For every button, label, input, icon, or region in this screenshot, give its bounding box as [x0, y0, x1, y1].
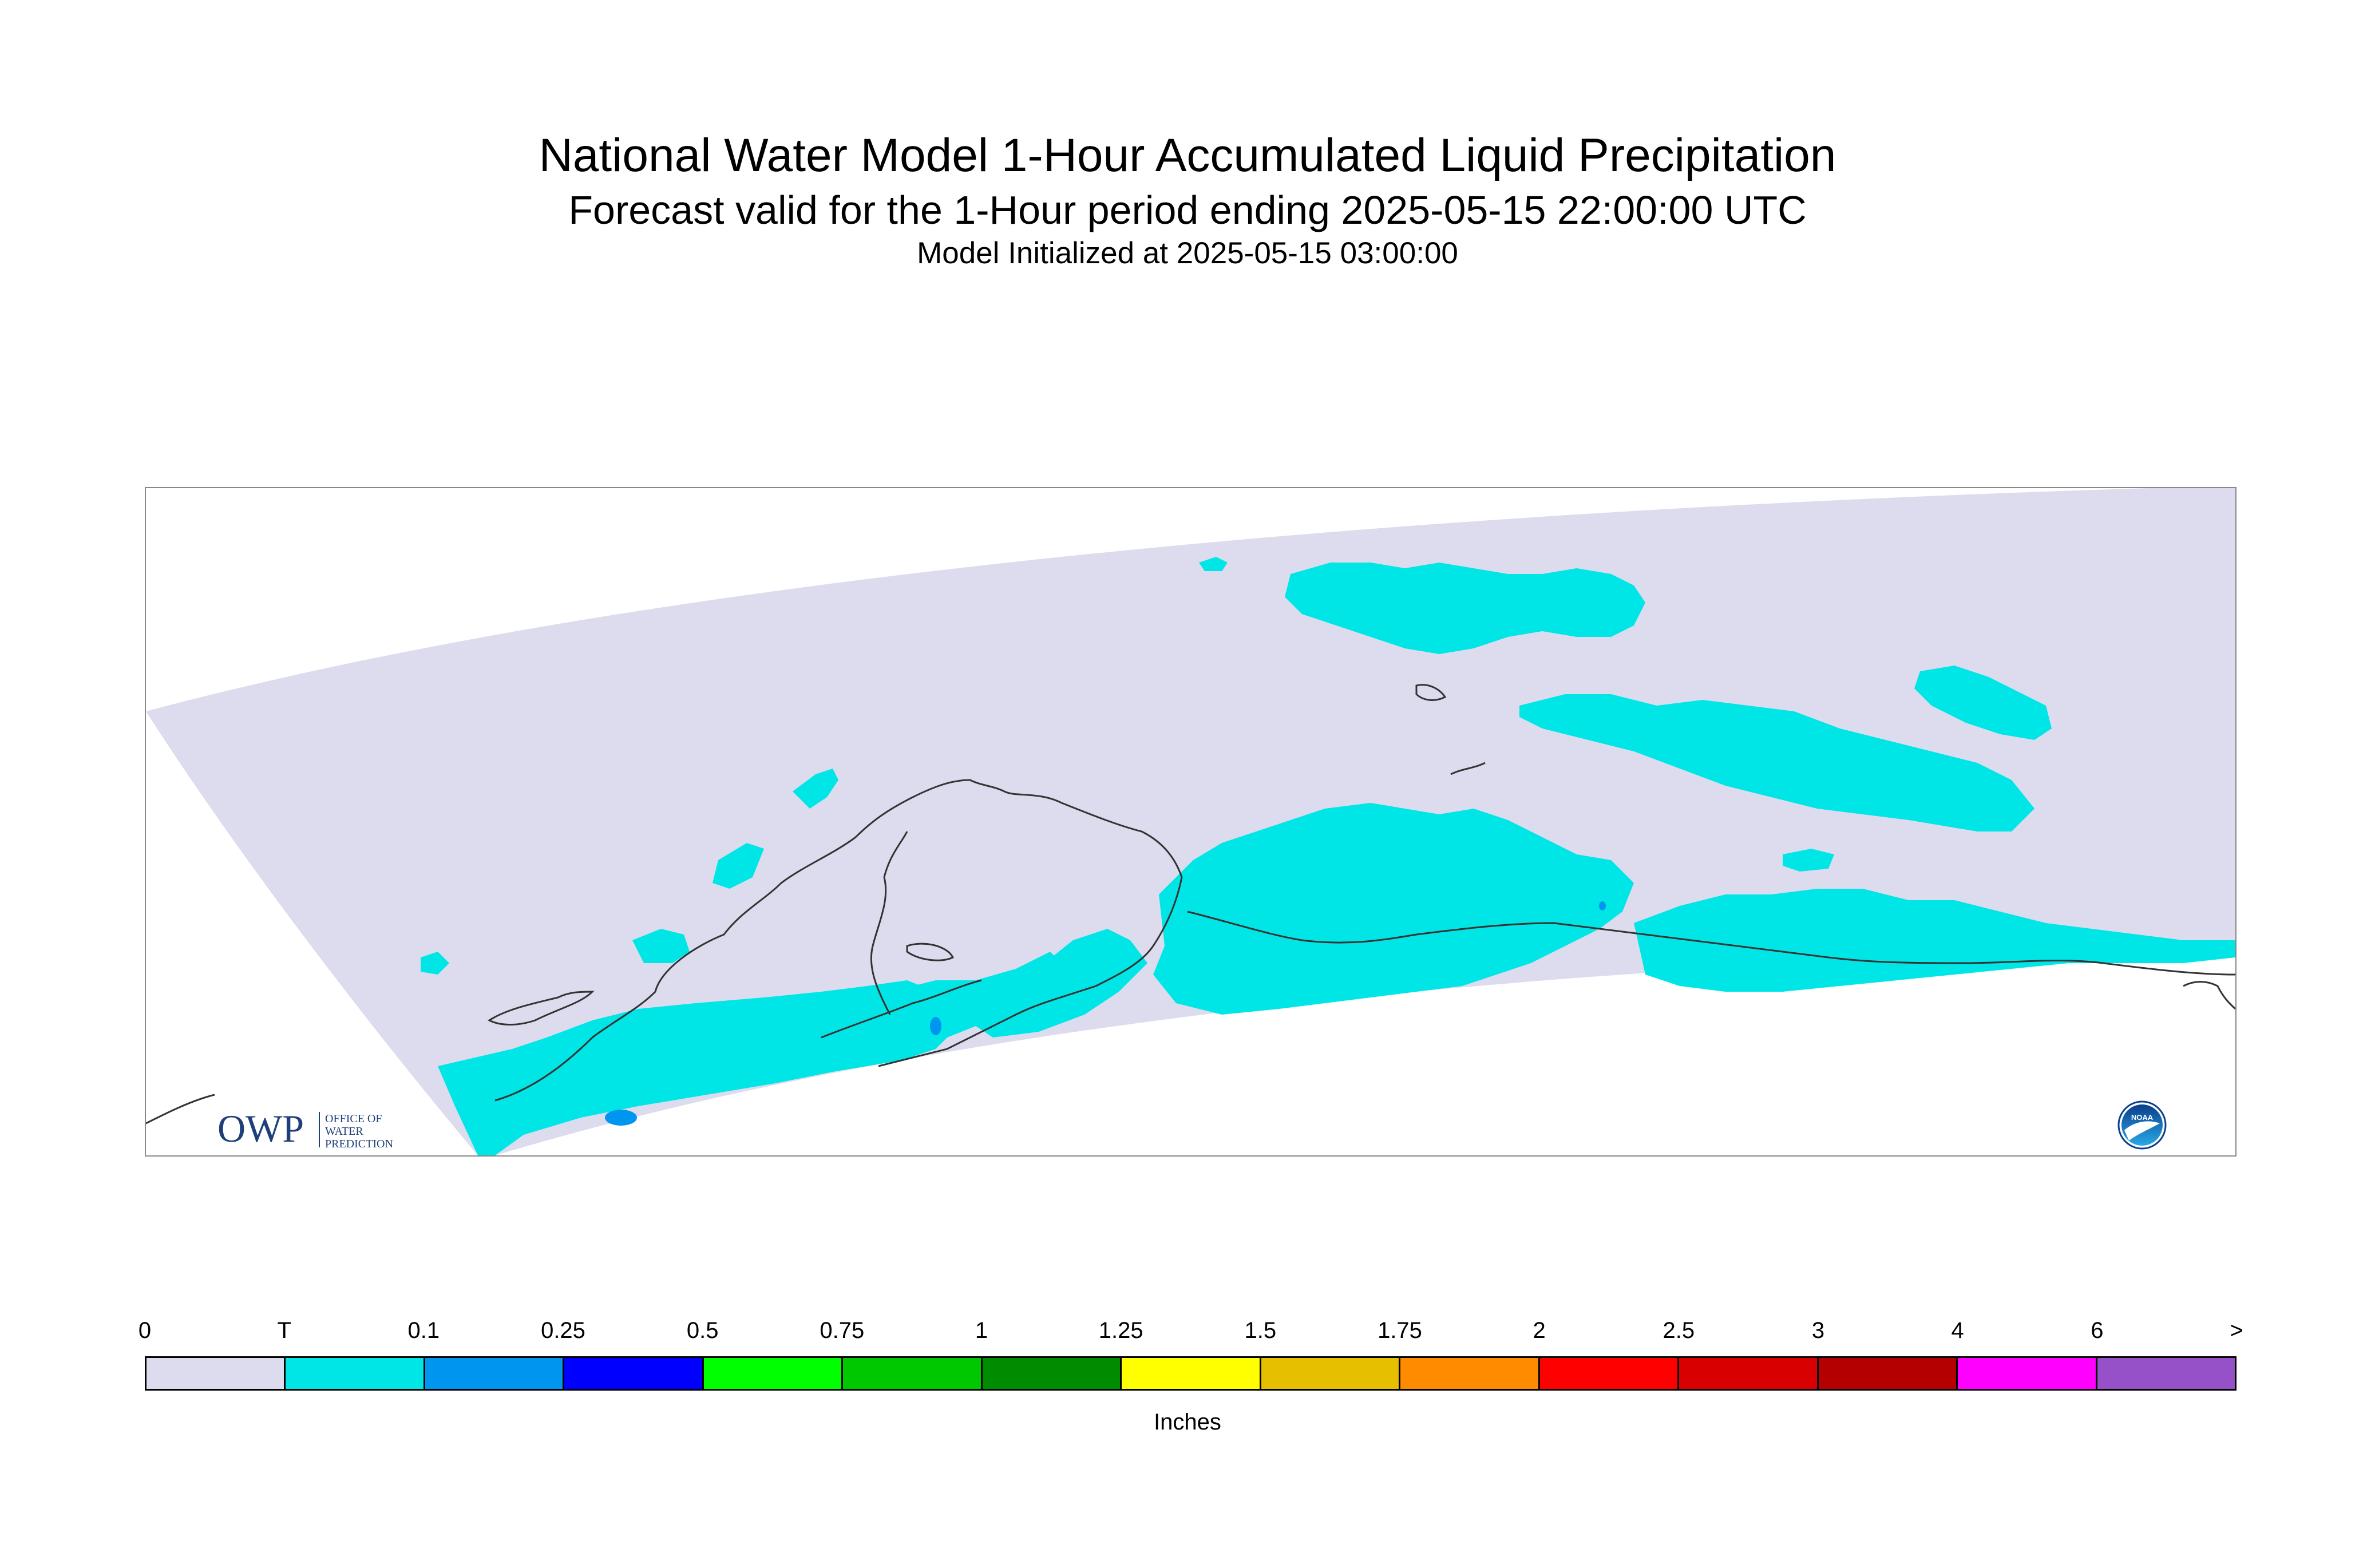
owp-logo-line2: WATER [325, 1125, 363, 1138]
noaa-logo-icon: NOAA [2117, 1100, 2167, 1150]
map-subtitle: Forecast valid for the 1-Hour period end… [568, 188, 1807, 232]
light-precip-spots [605, 901, 1606, 1126]
legend-tick-label: 2.5 [1662, 1318, 1695, 1343]
precipitation-map [146, 488, 2235, 1155]
owp-logo-mark: OWP [217, 1107, 304, 1150]
precip-area-west-3 [632, 929, 690, 963]
legend-tick-label: 1.5 [1244, 1318, 1277, 1343]
coastline-mainland [494, 779, 1183, 1102]
legend-swatch [147, 1358, 286, 1389]
model-init-line: Model Initialized at 2025-05-15 03:00:00 [917, 236, 1458, 270]
coastline-peninsula [821, 979, 982, 1039]
coastline-small-island-2 [1415, 684, 1447, 701]
legend-swatch [1122, 1358, 1261, 1389]
legend-swatch [2097, 1358, 2235, 1389]
legend-units-label: Inches [1154, 1409, 1221, 1435]
legend-tick-label: 3 [1811, 1318, 1825, 1343]
legend-swatch [1958, 1358, 2097, 1389]
noaa-logo-text: NOAA [2131, 1113, 2154, 1122]
legend-swatch [982, 1358, 1122, 1389]
map-panel: OWP OFFICE OF WATER PREDICTION NOAA [145, 487, 2237, 1157]
coastline-inlet [870, 831, 908, 1015]
legend-swatch [1818, 1358, 1958, 1389]
legend-color-bar [145, 1356, 2237, 1391]
precip-spot-peninsula [930, 1017, 941, 1035]
legend-tick-label: 0 [138, 1318, 152, 1343]
precip-area-central [1153, 803, 1634, 1015]
legend-swatch [1539, 1358, 1680, 1389]
coastline-west-island [488, 991, 595, 1025]
legend-swatch [843, 1358, 983, 1389]
precip-area-north-small [1199, 557, 1228, 571]
legend-swatch [564, 1358, 704, 1389]
legend-swatch [703, 1358, 844, 1389]
precip-area-east-blob [1914, 666, 2052, 740]
legend-swatch [1400, 1358, 1540, 1389]
coastline-southern-shelf [1187, 910, 2235, 976]
legend-tick-labels: 0 T 0.1 0.25 0.5 0.75 1 1.25 1.5 1.75 2 2.5 3 4 6 > [138, 1316, 2243, 1351]
precip-spot-east [1599, 901, 1606, 910]
coastline-east-edge [2183, 981, 2235, 1010]
model-domain [146, 488, 2235, 1155]
legend-tick-label: 0.5 [686, 1318, 719, 1343]
precip-area-east-small [1783, 849, 1834, 872]
legend-tick-label: 2 [1533, 1318, 1546, 1343]
precip-area-west-1 [793, 769, 838, 809]
legend-tick-label: 0.25 [541, 1318, 585, 1343]
legend-tick-label: 4 [1951, 1318, 1964, 1343]
precip-area-west-4 [421, 952, 449, 975]
precip-area-southwest [438, 980, 959, 1155]
legend-tick-label: 1.25 [1098, 1318, 1143, 1343]
map-title: National Water Model 1-Hour Accumulated … [539, 129, 1836, 181]
legend-tick-label: 0.1 [407, 1318, 440, 1343]
precip-spot-southwest [605, 1110, 637, 1126]
trace-precip-areas [421, 557, 2235, 1155]
precip-area-central-south [959, 929, 1147, 1038]
noaa-logo-bird [2124, 1121, 2160, 1141]
precip-area-east-coast [1634, 889, 2235, 992]
legend-swatch [286, 1358, 425, 1389]
precip-area-north-central [1285, 563, 1645, 654]
legend-tick-label: T [277, 1318, 291, 1343]
precip-area-peninsula [850, 952, 1062, 1049]
owp-logo-line1: OFFICE OF [325, 1112, 382, 1125]
legend-tick-label: 1 [975, 1318, 988, 1343]
legend-tick-label: 0.75 [820, 1318, 865, 1343]
legend-tick-label: 6 [2091, 1318, 2104, 1343]
precip-area-west-2 [712, 843, 764, 889]
legend-swatch [1679, 1358, 1819, 1389]
coastline-southwest-edge [146, 1094, 215, 1124]
coastline-small-island-3 [1450, 762, 1486, 775]
owp-logo-line3: PREDICTION [325, 1138, 393, 1150]
owp-logo: OWP OFFICE OF WATER PREDICTION [217, 1107, 393, 1150]
precip-area-northeast [1519, 694, 2034, 831]
legend-swatch [425, 1358, 565, 1389]
coastlines [146, 684, 2235, 1124]
legend-swatch [1261, 1358, 1401, 1389]
legend-tick-label: 1.75 [1378, 1318, 1422, 1343]
legend-tick-label: > [2230, 1318, 2243, 1343]
coastline-small-island-1 [906, 943, 955, 961]
